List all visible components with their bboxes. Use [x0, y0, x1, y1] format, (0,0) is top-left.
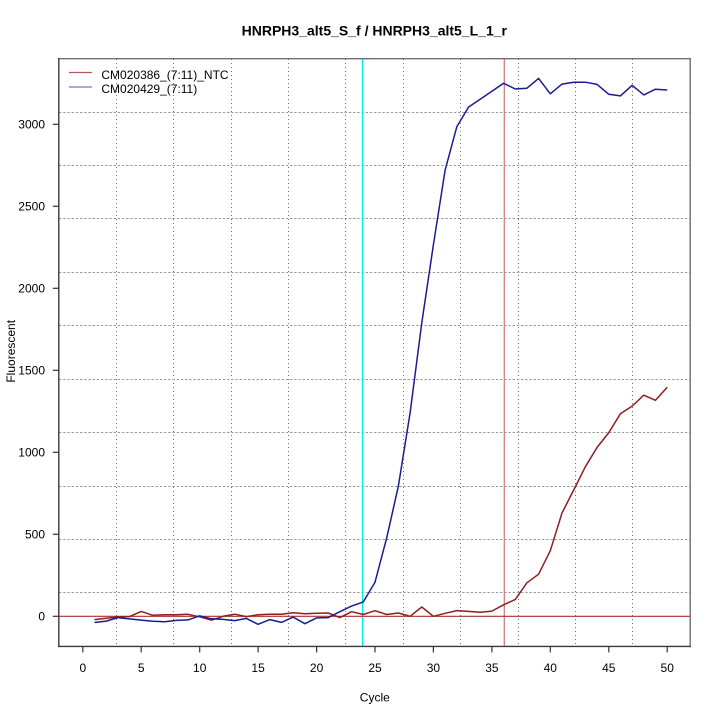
svg-text:1500: 1500 [18, 364, 45, 378]
svg-text:50: 50 [661, 661, 675, 675]
svg-text:500: 500 [25, 528, 45, 542]
svg-text:3000: 3000 [18, 118, 45, 132]
svg-text:Cycle: Cycle [360, 690, 390, 704]
svg-text:0: 0 [79, 661, 86, 675]
svg-text:2000: 2000 [18, 282, 45, 296]
svg-text:35: 35 [485, 661, 499, 675]
svg-text:1000: 1000 [18, 446, 45, 460]
svg-text:30: 30 [427, 661, 441, 675]
svg-text:0: 0 [38, 610, 45, 624]
svg-text:CM020386_(7:11)_NTC: CM020386_(7:11)_NTC [101, 68, 229, 82]
svg-text:20: 20 [310, 661, 324, 675]
svg-text:HNRPH3_alt5_S_f / HNRPH3_alt5_: HNRPH3_alt5_S_f / HNRPH3_alt5_L_1_r [242, 22, 508, 38]
svg-text:25: 25 [368, 661, 382, 675]
svg-text:5: 5 [138, 661, 145, 675]
svg-text:CM020429_(7:11): CM020429_(7:11) [101, 82, 197, 96]
svg-text:Fluorescent: Fluorescent [4, 319, 18, 382]
svg-text:15: 15 [251, 661, 265, 675]
svg-text:45: 45 [602, 661, 616, 675]
svg-text:10: 10 [193, 661, 207, 675]
svg-text:2500: 2500 [18, 200, 45, 214]
svg-text:40: 40 [544, 661, 558, 675]
